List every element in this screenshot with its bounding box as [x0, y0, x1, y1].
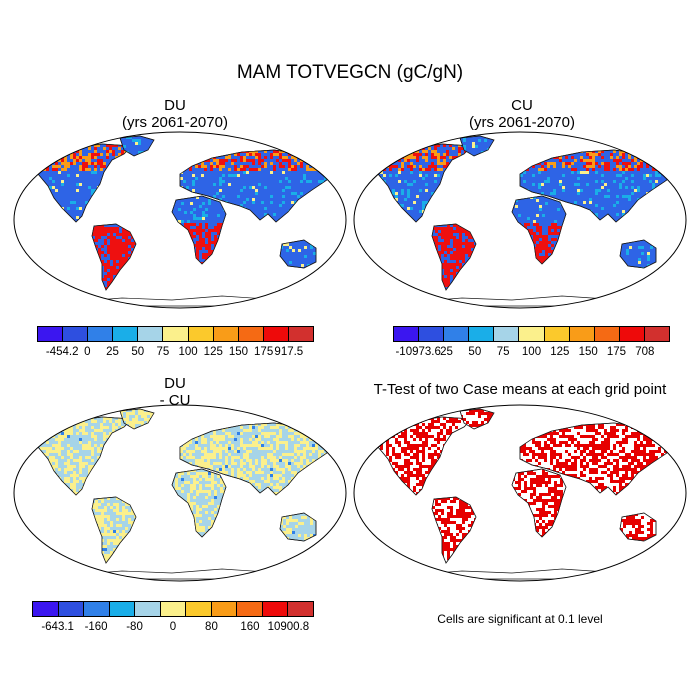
- colorbar-swatch: [109, 602, 136, 616]
- colorbar-tick-label: 125: [203, 346, 223, 358]
- colorbar-tick-label: -160: [84, 621, 108, 633]
- colorbar-tick-label: 10900.8: [267, 621, 310, 633]
- colorbar-tick-label: 25: [106, 346, 119, 358]
- colorbar-tick-label: -643.1: [41, 621, 74, 633]
- land-antarctica: [411, 568, 643, 580]
- colorbar-swatch: [186, 602, 212, 616]
- colorbar-tick-label: 160: [240, 621, 260, 633]
- colorbar-swatch: [84, 602, 110, 616]
- colorbar-tick-label: 80: [205, 621, 218, 633]
- colorbar-swatch: [594, 327, 620, 341]
- colorbar-tick-label: 75: [496, 346, 510, 358]
- colorbar-swatch: [160, 602, 187, 616]
- land-antarctica: [71, 295, 303, 307]
- colorbar-swatch: [88, 327, 114, 341]
- land-antarctica: [71, 568, 303, 580]
- colorbar-cu: [393, 326, 670, 342]
- colorbar-swatch: [263, 327, 289, 341]
- colorbar-tick-label: 100: [521, 346, 542, 358]
- colorbar-swatch: [63, 327, 89, 341]
- colorbar-diff: [32, 601, 314, 617]
- colorbar-swatch: [262, 602, 289, 616]
- map-du: [13, 131, 347, 309]
- significance-note: Cells are significant at 0.1 level: [437, 612, 603, 626]
- colorbar-swatch: [419, 327, 445, 341]
- colorbar-swatch: [288, 602, 314, 616]
- colorbar-tick-label: 125: [550, 346, 570, 358]
- map-cu: [353, 131, 687, 309]
- colorbar-tick-label: -80: [126, 621, 143, 633]
- colorbar-swatch: [211, 602, 238, 616]
- panel-diff-name: DU: [164, 375, 186, 392]
- colorbar-tick-label: 25: [440, 346, 453, 358]
- colorbar-cu-labels: -10973.6 25 50 75 100 125 150 175 708: [393, 346, 670, 362]
- colorbar-tick-label: 100: [178, 346, 198, 358]
- panel-du-title: DU (yrs 2061-2070): [85, 97, 265, 131]
- panel-cu-name: CU: [511, 97, 533, 114]
- colorbar-du-labels: -454.2 0 25 50 75 100 125 150 175 917.5: [37, 346, 314, 362]
- colorbar-swatch: [33, 602, 59, 616]
- colorbar-swatch: [188, 327, 214, 341]
- panel-cu-title: CU (yrs 2061-2070): [432, 97, 612, 131]
- colorbar-diff-labels: -643.1 -160 -80 0 80 160 10900.8: [32, 621, 314, 637]
- colorbar-tick-label: -454.2: [45, 346, 79, 358]
- colorbar-swatch: [135, 602, 161, 616]
- colorbar-swatch: [394, 327, 420, 341]
- colorbar-swatch: [619, 327, 645, 341]
- colorbar-tick-label: 0: [84, 346, 91, 358]
- colorbar-tick-label: -10973.6: [395, 346, 441, 358]
- colorbar-swatch: [469, 327, 495, 341]
- colorbar-swatch: [163, 327, 189, 341]
- map-frame: [353, 404, 687, 582]
- colorbar-tick-label: 175: [606, 346, 627, 358]
- colorbar-du: [37, 326, 314, 342]
- map-ttest: [353, 404, 687, 582]
- colorbar-swatch: [113, 327, 139, 341]
- colorbar-swatch: [237, 602, 263, 616]
- colorbar-tick-label: 75: [156, 346, 170, 358]
- land-antarctica: [411, 295, 643, 307]
- figure-title: MAM TOTVEGCN (gC/gN): [236, 62, 464, 83]
- colorbar-swatch: [569, 327, 595, 341]
- panel-cu-period: (yrs 2061-2070): [469, 114, 575, 131]
- colorbar-swatch: [213, 327, 239, 341]
- colorbar-tick-label: 50: [468, 346, 482, 358]
- colorbar-tick-label: 917.5: [274, 346, 304, 358]
- colorbar-swatch: [138, 327, 164, 341]
- panel-du-name: DU: [164, 97, 186, 114]
- colorbar-swatch: [544, 327, 570, 341]
- colorbar-swatch: [58, 602, 85, 616]
- colorbar-tick-label: 0: [169, 621, 177, 633]
- colorbar-tick-label: 150: [228, 346, 249, 358]
- colorbar-swatch: [38, 327, 64, 341]
- map-frame: [13, 131, 347, 309]
- colorbar-tick-label: 150: [578, 346, 598, 358]
- colorbar-swatch: [494, 327, 520, 341]
- colorbar-tick-label: 708: [635, 346, 655, 358]
- map-frame: [353, 131, 687, 309]
- colorbar-swatch: [238, 327, 264, 341]
- colorbar-swatch: [288, 327, 314, 341]
- panel-du-period: (yrs 2061-2070): [122, 114, 228, 131]
- colorbar-swatch: [519, 327, 545, 341]
- map-frame: [13, 404, 347, 582]
- map-diff: [13, 404, 347, 582]
- colorbar-tick-label: 50: [131, 346, 145, 358]
- colorbar-swatch: [444, 327, 470, 341]
- colorbar-tick-label: 175: [254, 346, 274, 358]
- panel-ttest-title: T-Test of two Case means at each grid po…: [373, 381, 667, 398]
- colorbar-swatch: [644, 327, 670, 341]
